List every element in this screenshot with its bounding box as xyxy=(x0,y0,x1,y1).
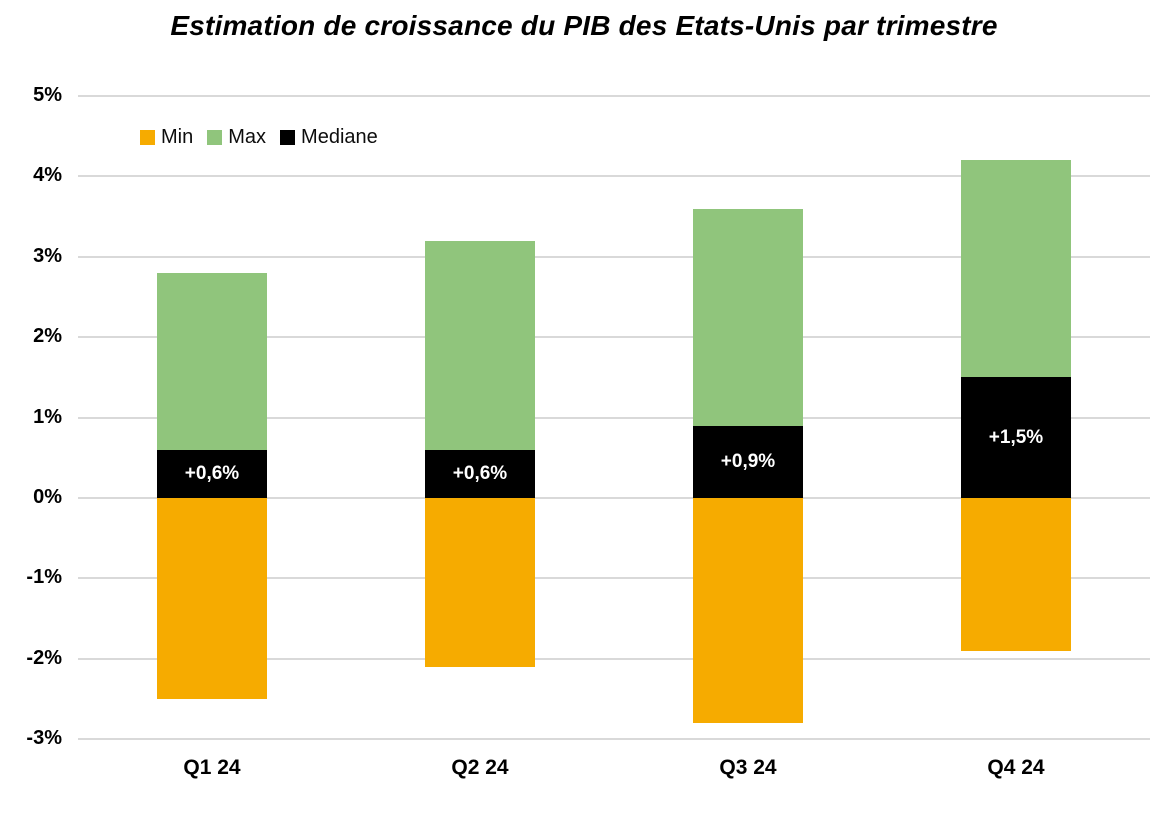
bar-segment-mediane xyxy=(693,425,803,498)
y-axis-tick-label: 4% xyxy=(33,164,62,187)
bar-segment-mediane xyxy=(157,449,267,498)
bar-segment-max xyxy=(693,208,803,426)
min-color-swatch xyxy=(140,130,155,145)
x-axis-tick-label: Q3 24 xyxy=(719,756,777,779)
bar-segment-max xyxy=(157,272,267,450)
y-axis-tick-label: 1% xyxy=(33,405,62,428)
median-value-label: +0,9% xyxy=(720,450,776,472)
y-axis-tick-label: 5% xyxy=(33,84,62,106)
y-axis-tick-label: 2% xyxy=(33,325,62,348)
y-axis-tick-label: -1% xyxy=(26,566,62,589)
gridline xyxy=(78,255,1150,258)
bar-segment-min xyxy=(425,497,535,667)
x-axis-tick-label: Q2 24 xyxy=(451,756,509,779)
gridline xyxy=(78,336,1150,339)
x-axis-tick-label: Q1 24 xyxy=(183,756,241,779)
legend-item-max: Max xyxy=(207,126,266,149)
gridline xyxy=(78,496,1150,499)
bar-segment-min xyxy=(157,497,267,699)
gridline xyxy=(78,95,1150,97)
gridline xyxy=(78,175,1150,178)
bar-segment-max xyxy=(425,240,535,450)
bar-segment-max xyxy=(961,160,1071,378)
legend-label-min: Min xyxy=(161,126,194,148)
bar-segment-min xyxy=(693,497,803,723)
y-axis-tick-label: -2% xyxy=(26,646,62,669)
y-axis-tick-label: 3% xyxy=(33,244,62,267)
y-axis-tick-label: 0% xyxy=(33,485,62,508)
chart-title: Estimation de croissance du PIB des Etat… xyxy=(170,10,998,41)
chart-legend: Min Max Mediane xyxy=(140,126,378,149)
y-axis-tick-label: -3% xyxy=(26,727,62,749)
bar-segment-min xyxy=(961,497,1071,651)
median-value-label: +0,6% xyxy=(184,462,240,484)
legend-item-mediane: Mediane xyxy=(280,126,378,149)
x-axis-tick-label: Q4 24 xyxy=(987,756,1045,779)
bar-segment-mediane xyxy=(425,449,535,498)
median-value-label: +0,6% xyxy=(452,462,508,484)
gridline xyxy=(78,416,1150,419)
gridline xyxy=(78,657,1150,660)
mediane-color-swatch xyxy=(280,130,296,145)
gridline xyxy=(78,738,1150,740)
gridline xyxy=(78,577,1150,580)
legend-label-mediane: Mediane xyxy=(301,126,378,148)
median-value-label: +1,5% xyxy=(988,426,1044,448)
legend-item-min: Min xyxy=(140,126,193,149)
max-color-swatch xyxy=(207,130,223,145)
legend-label-max: Max xyxy=(228,126,267,148)
bar-segment-mediane xyxy=(961,377,1071,498)
